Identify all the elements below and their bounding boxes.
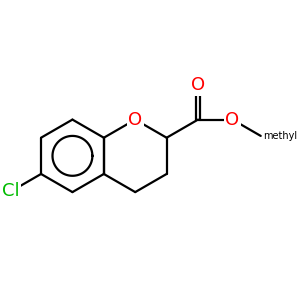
Text: methyl: methyl (263, 131, 297, 141)
Text: O: O (225, 111, 239, 129)
Text: O: O (128, 111, 142, 129)
Text: Cl: Cl (2, 182, 20, 200)
Text: O: O (191, 76, 205, 94)
